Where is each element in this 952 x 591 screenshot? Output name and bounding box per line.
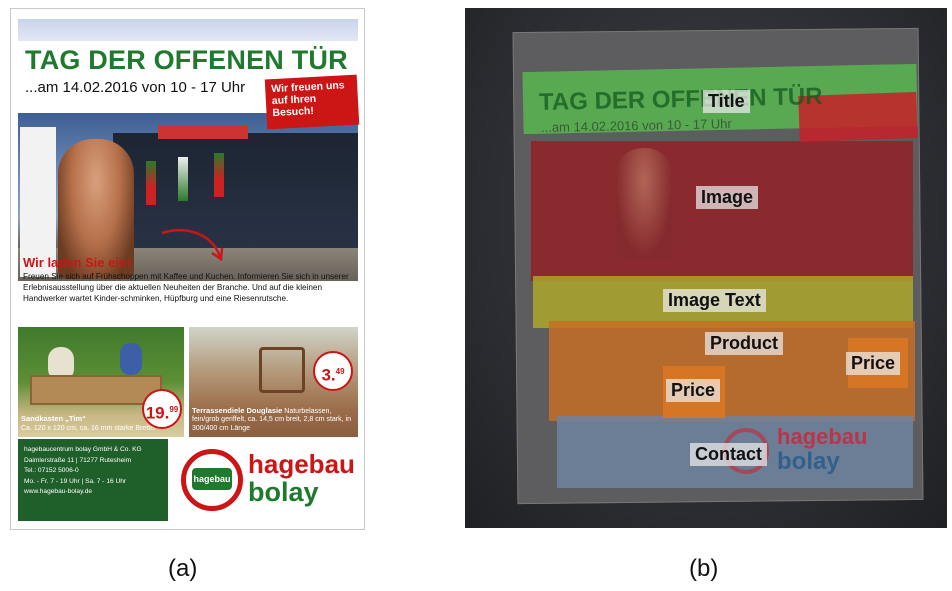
arrow-icon (161, 229, 224, 262)
label-contact: Contact (690, 443, 767, 466)
company-name: hagebaucentrum bolay GmbH & Co. KG (24, 446, 142, 453)
invite-heading: Wir laden Sie ein! (23, 255, 132, 270)
phone: Tel.: 07152 5006-0 (24, 467, 79, 474)
label-price: Price (666, 379, 721, 402)
annotated-photo-panel: TAG DER OFFENEN TÜR ...am 14.02.2016 von… (465, 8, 947, 528)
price-tag: 19.99 (142, 389, 182, 429)
intro-paragraph: Freuen Sie sich auf Frühschoppen mit Kaf… (23, 272, 349, 303)
product-caption: Sandkasten „Tim“ Ca. 120 x 120 cm, ca. 1… (21, 414, 181, 433)
top-strip (18, 19, 358, 41)
product-name: Sandkasten „Tim“ (21, 414, 86, 423)
flyer-title: TAG DER OFFENEN TÜR (25, 45, 348, 75)
caption-a: (a) (168, 555, 198, 582)
region-image (531, 141, 913, 281)
label-image-text: Image Text (663, 289, 766, 312)
flyer-panel: TAG DER OFFENEN TÜR ...am 14.02.2016 von… (10, 8, 365, 530)
hagebau-logo-icon: hagebau (181, 449, 243, 511)
woman-figure (58, 139, 134, 279)
logo-badge-text: hagebau (192, 468, 232, 490)
store-sign (158, 125, 248, 139)
product-caption: Terrassendiele Douglasie Naturbelassen, … (192, 405, 352, 434)
product-tile-decking: Terrassendiele Douglasie Naturbelassen, … (189, 327, 358, 437)
child-figure (120, 343, 142, 375)
table-chairs (259, 347, 305, 393)
caption-b: (b) (689, 555, 719, 582)
logo-word-bolay: bolay (248, 477, 319, 507)
address: Daimlerstraße 11 | 71277 Rutesheim (24, 456, 132, 464)
price-cents: 99 (169, 405, 179, 414)
flyer-footer: hagebaucentrum bolay GmbH & Co. KG Daiml… (18, 439, 358, 521)
label-image: Image (696, 186, 759, 209)
product-desc: Naturbelassen, fein/grob geriffelt, ca. … (192, 407, 351, 432)
ghost-woman (615, 148, 673, 258)
flag (178, 157, 188, 201)
logo-word-hagebau: hagebau (248, 449, 355, 479)
label-product: Product (705, 332, 784, 355)
flag (214, 153, 224, 197)
label-title: Title (703, 90, 750, 113)
price-main: 19. (145, 403, 170, 423)
price-main: 3. (321, 365, 336, 385)
price-tag: 3.49 (313, 351, 353, 391)
product-name: Terrassendiele Douglasie (192, 405, 283, 415)
hero-photo (18, 113, 358, 281)
white-board (20, 127, 56, 277)
flag (146, 161, 156, 205)
product-tile-sandbox: Sandkasten „Tim“ Ca. 120 x 120 cm, ca. 1… (18, 327, 184, 437)
welcome-badge: Wir freuen uns auf Ihren Besuch! (264, 74, 360, 130)
ghost-logo-word1: hagebau (777, 424, 868, 449)
flyer-date: ...am 14.02.2016 von 10 - 17 Uhr (25, 79, 246, 96)
label-price: Price (846, 352, 901, 375)
website: www.hagebau-bolay.de (24, 488, 93, 495)
product-desc: Ca. 120 x 120 cm, ca. 16 mm starke Brett… (21, 424, 157, 432)
price-cents: 49 (335, 367, 345, 376)
hours: Mo. - Fr. 7 - 19 Uhr | Sa. 7 - 16 Uhr (24, 477, 127, 485)
ghost-logo: hagebau bolay (723, 424, 903, 480)
ghost-title: TAG DER OFFENEN TÜR (538, 83, 823, 116)
contact-block: hagebaucentrum bolay GmbH & Co. KG Daiml… (18, 439, 168, 521)
ghost-logo-word2: bolay (777, 448, 840, 475)
sandbox-frame (30, 375, 162, 405)
